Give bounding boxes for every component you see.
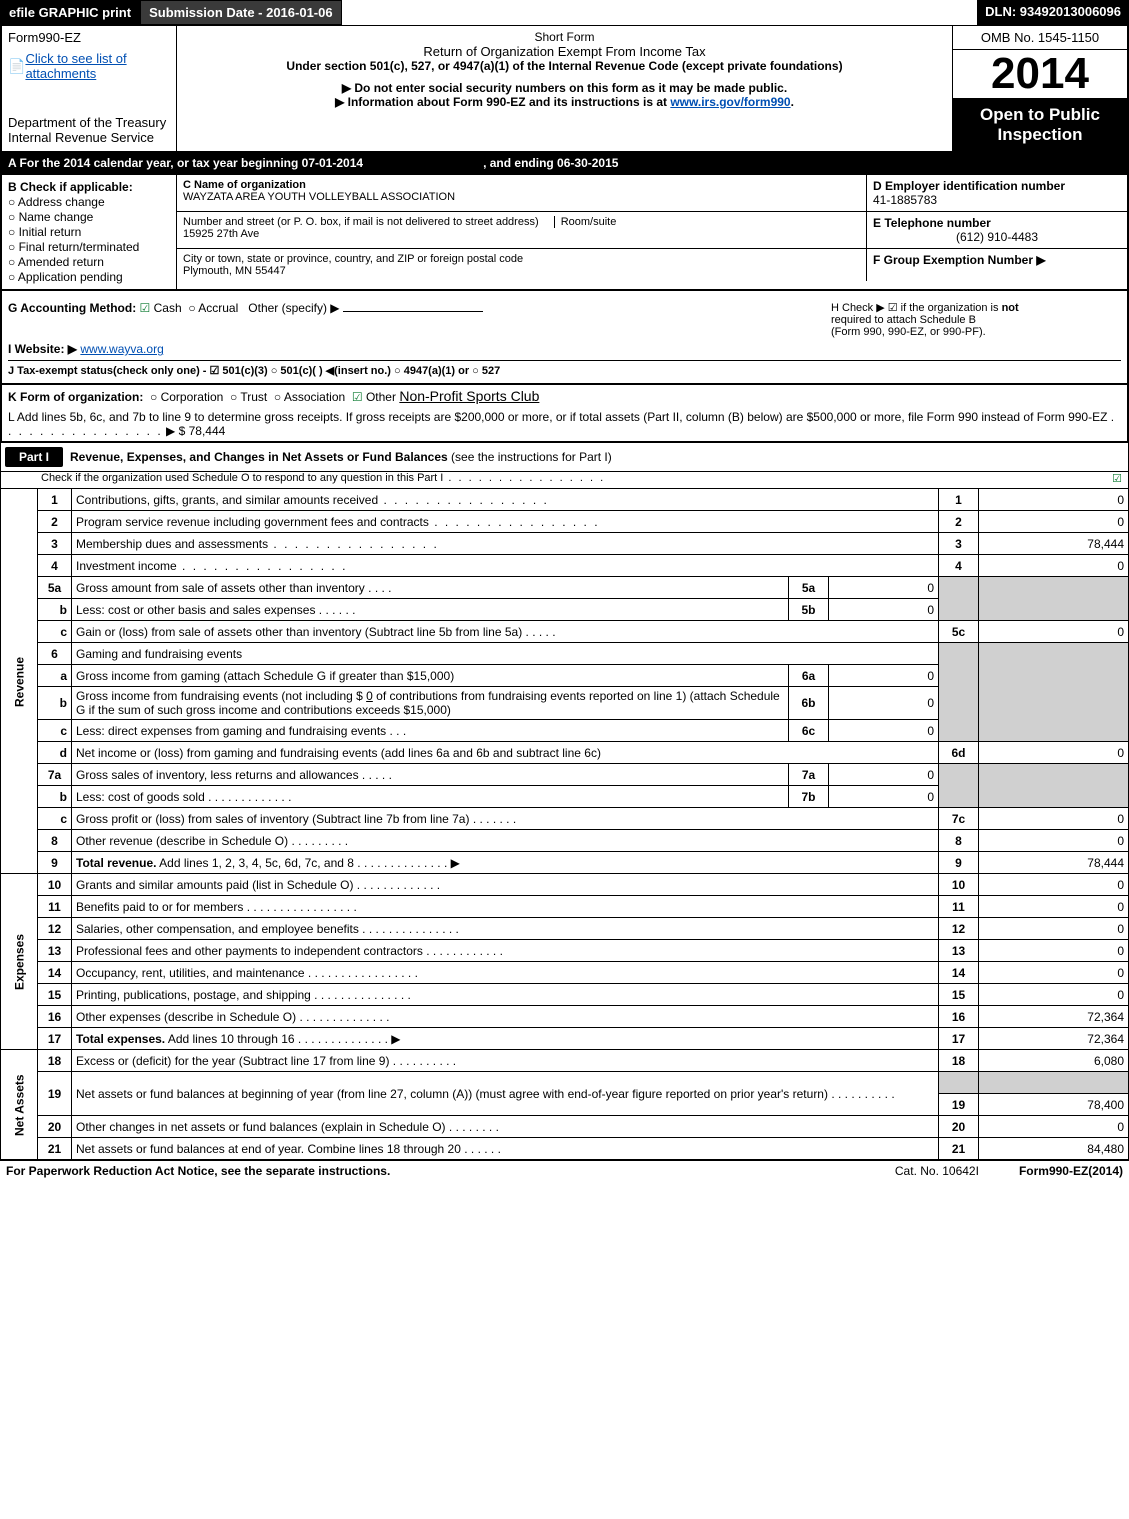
line-11: 11 Benefits paid to or for members . . .… — [1, 896, 1129, 918]
line-3: 3 Membership dues and assessments 3 78,4… — [1, 533, 1129, 555]
row-j: J Tax-exempt status(check only one) - ☑ … — [8, 360, 1121, 377]
check-association[interactable] — [274, 390, 284, 404]
check-trust[interactable] — [230, 390, 240, 404]
page-footer: For Paperwork Reduction Act Notice, see … — [0, 1160, 1129, 1181]
check-name-change[interactable] — [8, 210, 19, 224]
other-org-value: Non-Profit Sports Club — [399, 388, 539, 404]
line-21: 21 Net assets or fund balances at end of… — [1, 1138, 1129, 1160]
line-18: Net Assets 18 Excess or (deficit) for th… — [1, 1050, 1129, 1072]
attachments-link[interactable]: Click to see list of attachments — [25, 51, 170, 81]
check-accrual[interactable] — [188, 301, 198, 315]
omb-label: OMB No. 1545-1150 — [953, 26, 1127, 50]
row-a-right: , and ending 06-30-2015 — [483, 156, 618, 170]
attachment-icon: 📄 — [8, 58, 25, 75]
box-c-address: Number and street (or P. O. box, if mail… — [177, 212, 867, 248]
section-ghij: G Accounting Method: Cash Accrual Other … — [0, 291, 1129, 385]
check-amended-return[interactable] — [8, 255, 18, 269]
line-19-a: 19 Net assets or fund balances at beginn… — [1, 1072, 1129, 1094]
line-9: 9 Total revenue. Total revenue. Add line… — [1, 852, 1129, 874]
line-16: 16 Other expenses (describe in Schedule … — [1, 1006, 1129, 1028]
line-2: 2 Program service revenue including gove… — [1, 511, 1129, 533]
row-i: I Website: ▶ www.wayva.org — [8, 342, 1121, 356]
under-section-label: Under section 501(c), 527, or 4947(a)(1)… — [183, 59, 946, 73]
box-f: F Group Exemption Number ▶ — [867, 249, 1127, 281]
line-6d: d Net income or (loss) from gaming and f… — [1, 742, 1129, 764]
row-k: K Form of organization: Corporation Trus… — [0, 385, 1129, 407]
box-b: B Check if applicable: Address change Na… — [2, 175, 177, 289]
form-header: Form990-EZ 📄 Click to see list of attach… — [0, 26, 1129, 153]
expenses-side-label: Expenses — [1, 874, 38, 1050]
row-a-left: A For the 2014 calendar year, or tax yea… — [8, 156, 363, 170]
line-7c: c Gross profit or (loss) from sales of i… — [1, 808, 1129, 830]
line-7a: 7a Gross sales of inventory, less return… — [1, 764, 1129, 786]
irs-form990-link[interactable]: www.irs.gov/form990 — [670, 95, 790, 109]
line-17: 17 Total expenses. Add lines 10 through … — [1, 1028, 1129, 1050]
revenue-side-label: Revenue — [1, 489, 38, 874]
col-cde: C Name of organization WAYZATA AREA YOUT… — [177, 175, 1127, 289]
check-other-org[interactable] — [352, 390, 366, 404]
tax-year-label: 2014 — [953, 50, 1127, 99]
line-8: 8 Other revenue (describe in Schedule O)… — [1, 830, 1129, 852]
footer-left: For Paperwork Reduction Act Notice, see … — [6, 1164, 390, 1178]
check-final-return[interactable] — [8, 240, 19, 254]
short-form-label: Short Form — [183, 30, 946, 44]
form-number: Form990-EZ — [8, 30, 170, 45]
line-5c: c Gain or (loss) from sale of assets oth… — [1, 621, 1129, 643]
line-15: 15 Printing, publications, postage, and … — [1, 984, 1129, 1006]
section-bcdef: B Check if applicable: Address change Na… — [0, 175, 1129, 291]
line-13: 13 Professional fees and other payments … — [1, 940, 1129, 962]
line-4: 4 Investment income 4 0 — [1, 555, 1129, 577]
submission-date-label: Submission Date - 2016-01-06 — [140, 0, 342, 25]
top-bar: efile GRAPHIC print Submission Date - 20… — [0, 0, 1129, 26]
line-6: 6 Gaming and fundraising events — [1, 643, 1129, 665]
row-l: L Add lines 5b, 6c, and 7b to line 9 to … — [0, 407, 1129, 442]
do-not-enter-label: ▶ Do not enter social security numbers o… — [183, 81, 946, 95]
row-h: H Check ▶ ☑ if the organization is not r… — [831, 301, 1121, 338]
irs-label: Internal Revenue Service — [8, 130, 170, 145]
website-link[interactable]: www.wayva.org — [80, 342, 163, 356]
check-cash[interactable] — [140, 301, 154, 315]
footer-cat: Cat. No. 10642I — [895, 1164, 979, 1178]
line-20: 20 Other changes in net assets or fund b… — [1, 1116, 1129, 1138]
box-d: D Employer identification number 41-1885… — [867, 175, 1127, 211]
box-c-city: City or town, state or province, country… — [177, 249, 867, 281]
part-1-pill: Part I — [5, 447, 63, 467]
part-1-title: Revenue, Expenses, and Changes in Net As… — [67, 447, 615, 467]
open-public-label: Open to Public Inspection — [953, 99, 1127, 151]
line-1: Revenue 1 Contributions, gifts, grants, … — [1, 489, 1129, 511]
part-1-check-icon: ☑ — [1112, 472, 1122, 485]
info-label: ▶ Information about Form 990-EZ and its … — [183, 95, 946, 109]
check-corporation[interactable] — [150, 390, 161, 404]
footer-right: Form990-EZ(2014) — [1019, 1164, 1123, 1178]
row-g: G Accounting Method: Cash Accrual Other … — [8, 301, 831, 338]
netassets-side-label: Net Assets — [1, 1050, 38, 1160]
line-5a: 5a Gross amount from sale of assets othe… — [1, 577, 1129, 599]
line-14: 14 Occupancy, rent, utilities, and maint… — [1, 962, 1129, 984]
header-mid: Short Form Return of Organization Exempt… — [177, 26, 952, 151]
part-1-table: Revenue 1 Contributions, gifts, grants, … — [0, 488, 1129, 1160]
row-a: A For the 2014 calendar year, or tax yea… — [0, 153, 1129, 175]
row-l-amount: ▶ $ 78,444 — [166, 424, 225, 438]
box-c-name: C Name of organization WAYZATA AREA YOUT… — [177, 175, 867, 211]
check-application-pending[interactable] — [8, 270, 18, 284]
dln-label: DLN: 93492013006096 — [977, 0, 1129, 25]
part-1-header: Part I Revenue, Expenses, and Changes in… — [0, 442, 1129, 472]
form-title: Return of Organization Exempt From Incom… — [183, 44, 946, 59]
line-12: 12 Salaries, other compensation, and emp… — [1, 918, 1129, 940]
dept-label: Department of the Treasury — [8, 115, 170, 130]
part-1-sub: Check if the organization used Schedule … — [0, 472, 1129, 488]
header-left: Form990-EZ 📄 Click to see list of attach… — [2, 26, 177, 151]
check-address-change[interactable] — [8, 195, 18, 209]
box-e: E Telephone number (612) 910-4483 — [867, 212, 1127, 248]
efile-print-button[interactable]: efile GRAPHIC print — [0, 0, 140, 25]
line-10: Expenses 10 Grants and similar amounts p… — [1, 874, 1129, 896]
check-initial-return[interactable] — [8, 225, 19, 239]
header-right: OMB No. 1545-1150 2014 Open to Public In… — [952, 26, 1127, 151]
